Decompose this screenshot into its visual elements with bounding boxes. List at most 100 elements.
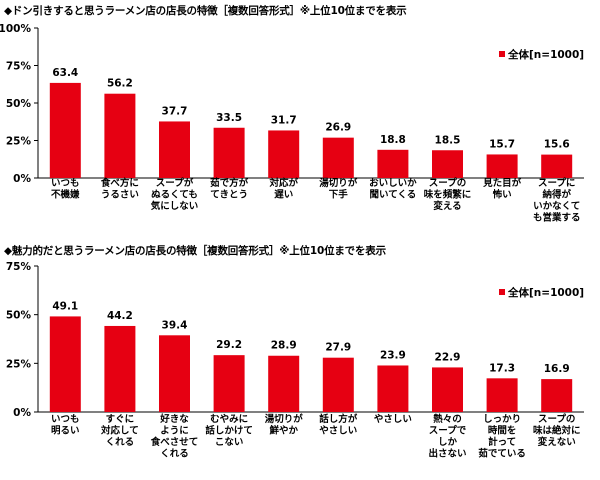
bar <box>322 357 354 412</box>
y-tick-label: 50% <box>6 98 32 110</box>
y-tick-label: 25% <box>6 136 32 148</box>
bar <box>541 379 573 412</box>
y-tick-label: 0% <box>13 407 31 419</box>
data-label: 15.7 <box>489 138 515 150</box>
category-label: ように <box>160 426 189 437</box>
category-label: スープが <box>156 177 194 189</box>
bar <box>49 82 81 178</box>
data-label: 44.2 <box>107 310 133 322</box>
category-label: むやみに <box>210 414 248 425</box>
category-label: 見た目が <box>482 177 522 189</box>
category-label: も営業する <box>533 212 581 224</box>
category-label: 遅い <box>274 190 293 201</box>
category-label: 不機嫌 <box>51 189 80 201</box>
chart-dislike: ◆ドン引きすると思うラーメン店の店長の特徴［複数回答形式］※上位10位までを表示… <box>0 5 584 224</box>
category-label: 変えない <box>538 436 576 448</box>
category-label: 下手 <box>329 189 349 201</box>
category-label: うるさい <box>101 190 139 201</box>
category-label: 熱々の <box>433 413 462 425</box>
category-label: 味を頻繁に <box>424 189 472 201</box>
bar <box>213 127 245 178</box>
bar <box>486 154 518 178</box>
category-label: 好きな <box>159 413 189 425</box>
data-label: 56.2 <box>107 78 133 90</box>
category-label: 対応が <box>268 177 298 189</box>
bar <box>104 93 136 178</box>
bar <box>213 355 245 412</box>
legend-label: 全体[n=1000] <box>507 48 584 61</box>
data-label: 16.9 <box>544 363 570 375</box>
category-label: スープに <box>538 177 575 189</box>
bar <box>268 130 300 178</box>
data-label: 33.5 <box>216 112 242 124</box>
category-label: 対応して <box>100 425 139 437</box>
chart-attractive: ◆魅力的だと思うラーメン店の店長の特徴［複数回答形式］※上位10位までを表示 0… <box>0 240 600 480</box>
data-label: 31.7 <box>271 114 297 126</box>
category-label: くれる <box>160 449 189 460</box>
data-label: 37.7 <box>162 105 188 117</box>
data-label: 18.8 <box>380 134 406 146</box>
data-label: 22.9 <box>435 351 461 363</box>
data-label: 23.9 <box>380 349 406 361</box>
legend-swatch <box>499 51 505 57</box>
category-label: スープで <box>429 425 467 437</box>
legend-swatch <box>499 289 505 295</box>
bar <box>104 325 136 412</box>
bar <box>49 316 81 412</box>
category-label: 食べさせて <box>150 436 199 448</box>
chart-title: ◆魅力的だと思うラーメン店の店長の特徴［複数回答形式］※上位10位までを表示 <box>4 245 386 257</box>
category-label: てきとう <box>210 190 248 201</box>
category-label: おいしいか <box>369 178 417 189</box>
y-tick-label: 25% <box>6 358 32 370</box>
category-label: いかなくて <box>533 201 580 212</box>
category-label: 変える <box>433 200 461 212</box>
y-tick-label: 100% <box>0 23 31 35</box>
bar <box>159 121 190 178</box>
bar <box>432 367 463 412</box>
category-label: ぬるくても <box>151 190 198 201</box>
data-label: 28.9 <box>271 340 297 352</box>
bar <box>377 149 409 178</box>
bar <box>486 378 518 412</box>
bar <box>541 154 573 178</box>
category-label: スープの <box>538 413 575 425</box>
category-label: 話し方が <box>319 413 358 425</box>
category-label: いつも <box>51 178 80 189</box>
category-label: くれる <box>106 437 135 448</box>
category-label: やさしい <box>374 414 412 425</box>
bar <box>159 335 190 412</box>
category-label: スープの <box>429 177 466 189</box>
category-label: いつも <box>51 414 80 425</box>
bar <box>377 365 409 412</box>
y-tick-label: 50% <box>6 310 32 322</box>
category-label: 明るい <box>51 426 80 437</box>
category-label: 時間を <box>488 425 517 437</box>
category-label: 納得が <box>542 189 571 201</box>
category-label: 気にしない <box>151 200 199 212</box>
data-label: 18.5 <box>435 134 461 146</box>
category-label: 湯切りが <box>265 413 304 425</box>
category-label: すぐに <box>106 414 135 425</box>
data-label: 17.3 <box>489 362 515 374</box>
category-label: 食べ方に <box>100 177 139 189</box>
category-label: しか <box>438 437 458 448</box>
category-label: こない <box>215 437 244 448</box>
y-tick-label: 0% <box>13 173 31 185</box>
data-label: 49.1 <box>52 300 78 312</box>
data-label: 39.4 <box>162 319 188 331</box>
category-label: 鮮やか <box>269 425 298 437</box>
category-label: 湯切りが <box>319 177 358 189</box>
y-tick-label: 75% <box>6 61 32 73</box>
legend-label: 全体[n=1000] <box>507 286 584 299</box>
y-tick-label: 75% <box>6 261 32 273</box>
chart-title: ◆ドン引きすると思うラーメン店の店長の特徴［複数回答形式］※上位10位までを表示 <box>4 5 407 17</box>
data-label: 26.9 <box>325 122 351 134</box>
category-label: 茹で方が <box>210 177 249 189</box>
data-label: 63.4 <box>52 67 78 79</box>
category-label: 計って <box>488 436 516 448</box>
category-label: しっかり <box>483 414 521 425</box>
bar <box>432 150 463 178</box>
category-label: 怖い <box>493 189 512 201</box>
